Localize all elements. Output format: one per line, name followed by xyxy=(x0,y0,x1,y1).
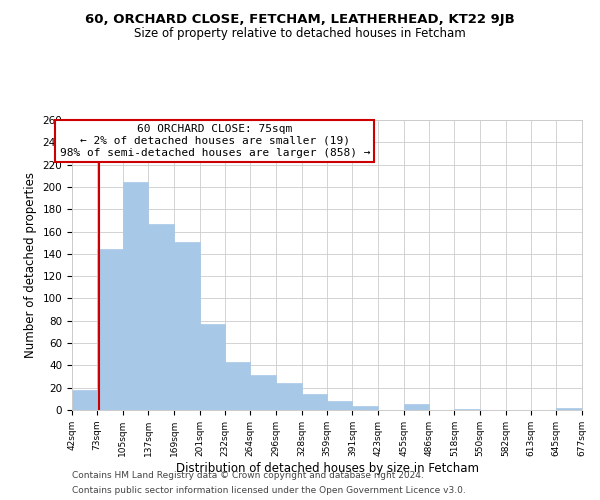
Bar xyxy=(72,390,97,410)
Bar xyxy=(250,376,276,410)
Bar xyxy=(174,242,200,410)
Text: Size of property relative to detached houses in Fetcham: Size of property relative to detached ho… xyxy=(134,28,466,40)
Bar xyxy=(556,408,582,410)
Text: 60 ORCHARD CLOSE: 75sqm
← 2% of detached houses are smaller (19)
98% of semi-det: 60 ORCHARD CLOSE: 75sqm ← 2% of detached… xyxy=(59,124,370,158)
X-axis label: Distribution of detached houses by size in Fetcham: Distribution of detached houses by size … xyxy=(176,462,479,474)
Bar xyxy=(326,401,352,410)
Bar xyxy=(454,409,480,410)
Bar xyxy=(200,324,224,410)
Bar xyxy=(404,404,428,410)
Bar xyxy=(302,394,326,410)
Bar xyxy=(224,362,250,410)
Bar xyxy=(276,383,302,410)
Y-axis label: Number of detached properties: Number of detached properties xyxy=(24,172,37,358)
Bar xyxy=(122,182,148,410)
Bar xyxy=(352,406,378,410)
Text: Contains public sector information licensed under the Open Government Licence v3: Contains public sector information licen… xyxy=(72,486,466,495)
Text: 60, ORCHARD CLOSE, FETCHAM, LEATHERHEAD, KT22 9JB: 60, ORCHARD CLOSE, FETCHAM, LEATHERHEAD,… xyxy=(85,12,515,26)
Bar xyxy=(148,224,174,410)
Bar xyxy=(97,250,122,410)
Text: Contains HM Land Registry data © Crown copyright and database right 2024.: Contains HM Land Registry data © Crown c… xyxy=(72,471,424,480)
